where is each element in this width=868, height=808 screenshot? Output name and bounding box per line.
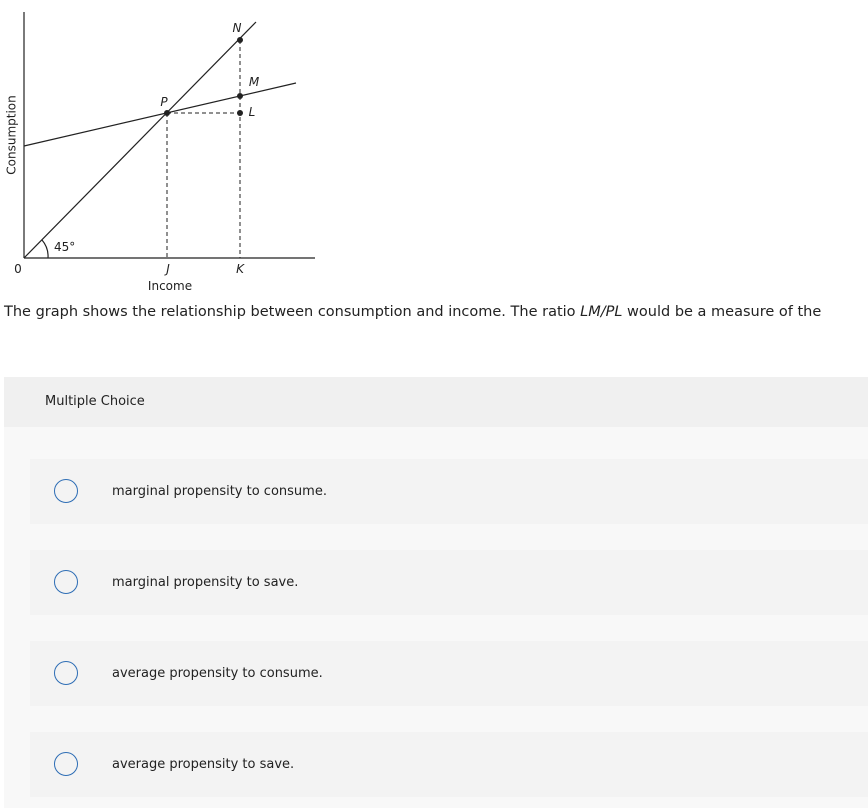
points bbox=[164, 37, 243, 116]
option[interactable]: average propensity to save. bbox=[30, 732, 868, 797]
radio[interactable] bbox=[54, 570, 78, 594]
graph-lines bbox=[23, 12, 315, 259]
mc-header: Multiple Choice bbox=[4, 377, 868, 427]
point-label: K bbox=[236, 262, 245, 276]
question-text: The graph shows the relationship between… bbox=[4, 304, 581, 320]
question-text: would be a measure of the bbox=[622, 304, 822, 320]
point-label: J bbox=[164, 262, 170, 276]
point-label: N bbox=[233, 21, 242, 35]
origin-label: 0 bbox=[14, 262, 22, 276]
option-text[interactable]: average propensity to save. bbox=[112, 757, 295, 772]
x-axis-label: Income bbox=[148, 279, 192, 293]
radio[interactable] bbox=[54, 752, 78, 776]
option-text[interactable]: average propensity to consume. bbox=[112, 666, 323, 681]
option[interactable]: average propensity to consume. bbox=[30, 641, 868, 706]
point-label: P bbox=[160, 95, 168, 109]
point-label: M bbox=[249, 75, 260, 89]
option-text[interactable]: marginal propensity to consume. bbox=[112, 484, 327, 499]
ratio: LM/PL bbox=[580, 304, 623, 320]
question: The graph shows the relationship between… bbox=[4, 304, 821, 320]
option[interactable]: marginal propensity to consume. bbox=[30, 459, 868, 524]
option-text[interactable]: marginal propensity to save. bbox=[112, 575, 299, 590]
angle-label: 45° bbox=[54, 240, 75, 254]
multiple-choice: Multiple Choice marginal propensity to c… bbox=[4, 377, 868, 808]
y-axis-label: Consumption bbox=[5, 95, 19, 174]
figure: Consumption Income 0 45° N M P L J K bbox=[5, 12, 315, 293]
point-label: L bbox=[249, 105, 256, 119]
radio[interactable] bbox=[54, 661, 78, 685]
radio[interactable] bbox=[54, 479, 78, 503]
point-labels: N M P L J K bbox=[160, 21, 259, 276]
option[interactable]: marginal propensity to save. bbox=[30, 550, 868, 615]
